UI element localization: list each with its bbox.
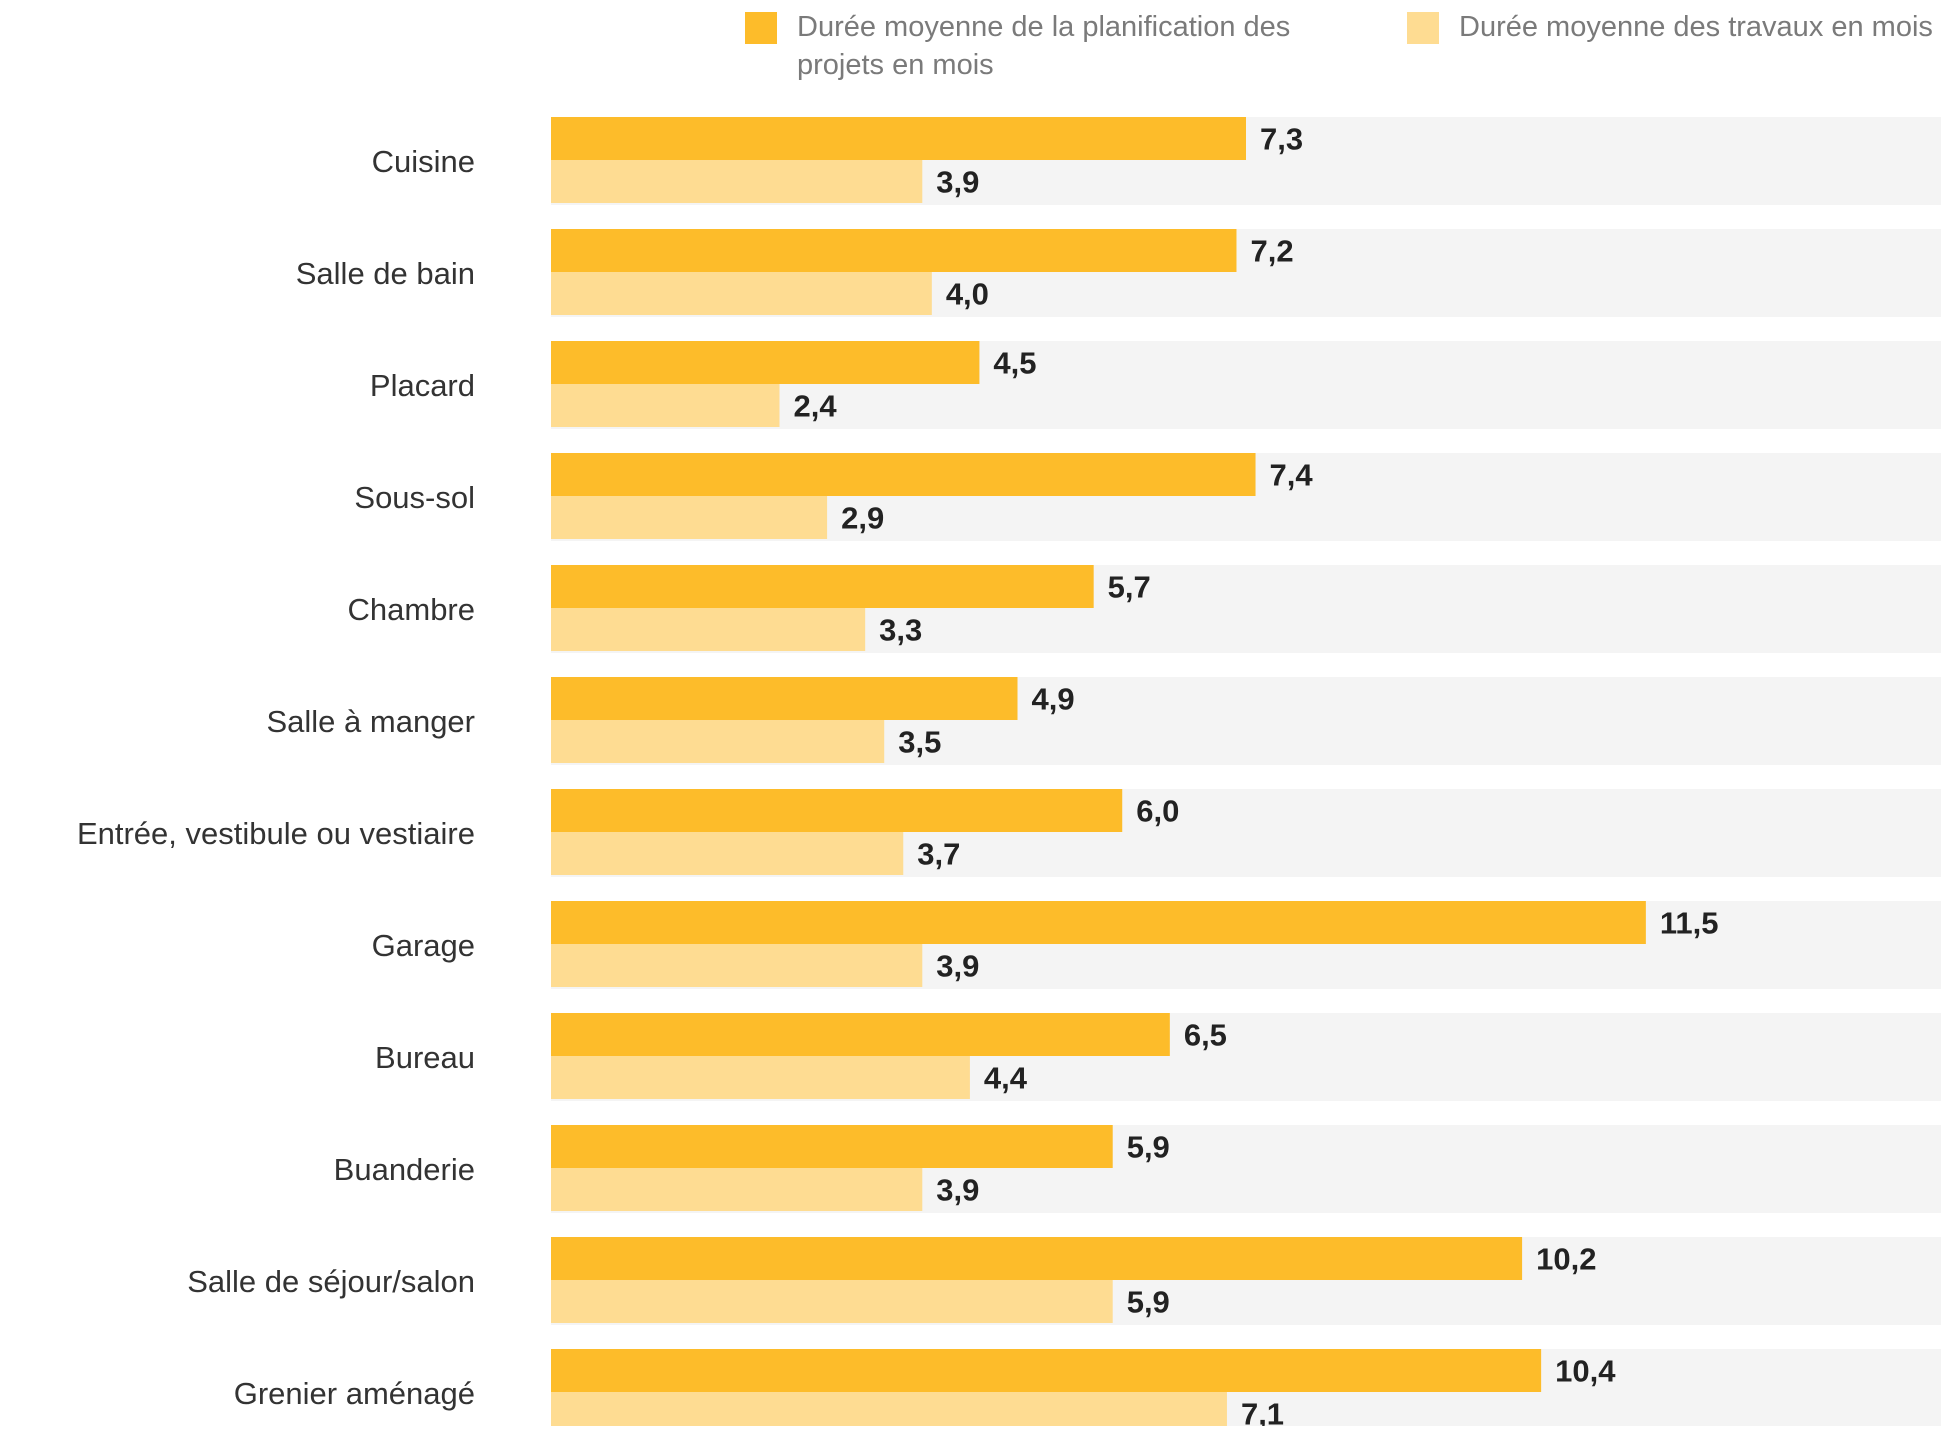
bar-works [551, 1056, 970, 1099]
category-label: Cuisine [372, 144, 475, 179]
category-label: Placard [370, 368, 475, 403]
value-label-planning: 7,3 [1260, 122, 1303, 157]
category-label: Chambre [348, 592, 476, 627]
legend-label-works: Durée moyenne des travaux en mois [1459, 11, 1933, 43]
bar-works [551, 944, 923, 987]
bar-planning [551, 677, 1018, 720]
value-label-works: 3,9 [936, 1173, 979, 1208]
value-label-works: 3,7 [917, 837, 960, 872]
value-label-planning: 6,0 [1136, 794, 1179, 829]
category-label: Bureau [375, 1040, 475, 1075]
bar-planning [551, 789, 1123, 832]
bar-works [551, 1168, 923, 1211]
value-label-works: 4,4 [984, 1061, 1028, 1096]
value-label-works: 4,0 [946, 277, 989, 312]
value-label-planning: 5,9 [1127, 1130, 1170, 1165]
bar-planning [551, 901, 1646, 944]
legend-label-planning: Durée moyenne de la planification des pr… [797, 11, 1291, 81]
value-label-works: 3,3 [879, 613, 922, 648]
bar-planning [551, 1237, 1523, 1280]
value-label-planning: 4,5 [993, 346, 1036, 381]
value-label-planning: 11,5 [1660, 906, 1719, 941]
value-label-works: 3,9 [936, 949, 979, 984]
value-label-planning: 7,4 [1270, 458, 1314, 493]
bar-planning [551, 117, 1246, 160]
value-label-works: 3,9 [936, 165, 979, 200]
bar-planning [551, 453, 1256, 496]
value-label-planning: 7,2 [1250, 234, 1293, 269]
legend-item-planning: Durée moyenne de la planification des pr… [745, 8, 1337, 84]
bar-works [551, 384, 780, 427]
legend-swatch-works [1407, 12, 1439, 44]
bar-works [551, 272, 932, 315]
category-label: Grenier aménagé [234, 1376, 475, 1411]
value-label-planning: 10,2 [1536, 1242, 1596, 1277]
category-label: Buanderie [334, 1152, 475, 1187]
bar-planning [551, 229, 1237, 272]
category-label: Garage [372, 928, 475, 963]
value-label-planning: 10,4 [1555, 1354, 1616, 1389]
value-label-works: 3,5 [898, 725, 941, 760]
value-label-works: 5,9 [1127, 1285, 1170, 1320]
bar-planning [551, 341, 980, 384]
legend-item-works: Durée moyenne des travaux en mois [1407, 8, 1933, 84]
value-label-planning: 4,9 [1032, 682, 1075, 717]
bar-planning [551, 1013, 1170, 1056]
value-label-works: 7,1 [1241, 1397, 1284, 1427]
value-label-planning: 6,5 [1184, 1018, 1227, 1053]
bar-planning [551, 1125, 1113, 1168]
bar-works [551, 1392, 1227, 1431]
bar-works [551, 608, 866, 651]
category-label: Salle à manger [266, 704, 475, 739]
bar-works [551, 720, 885, 763]
category-label: Salle de bain [296, 256, 475, 291]
bar-planning [551, 565, 1094, 608]
legend-swatch-planning [745, 12, 777, 44]
bar-works [551, 160, 923, 203]
bar-works [551, 832, 904, 875]
bar-works [551, 496, 828, 539]
category-label: Sous-sol [354, 480, 475, 515]
category-label: Entrée, vestibule ou vestiaire [77, 816, 475, 851]
category-label: Salle de séjour/salon [187, 1264, 475, 1299]
value-label-works: 2,4 [793, 389, 837, 424]
value-label-works: 2,9 [841, 501, 884, 536]
legend: Durée moyenne de la planification des pr… [745, 8, 1933, 84]
value-label-planning: 5,7 [1108, 570, 1151, 605]
bar-works [551, 1280, 1113, 1323]
bar-planning [551, 1349, 1542, 1392]
